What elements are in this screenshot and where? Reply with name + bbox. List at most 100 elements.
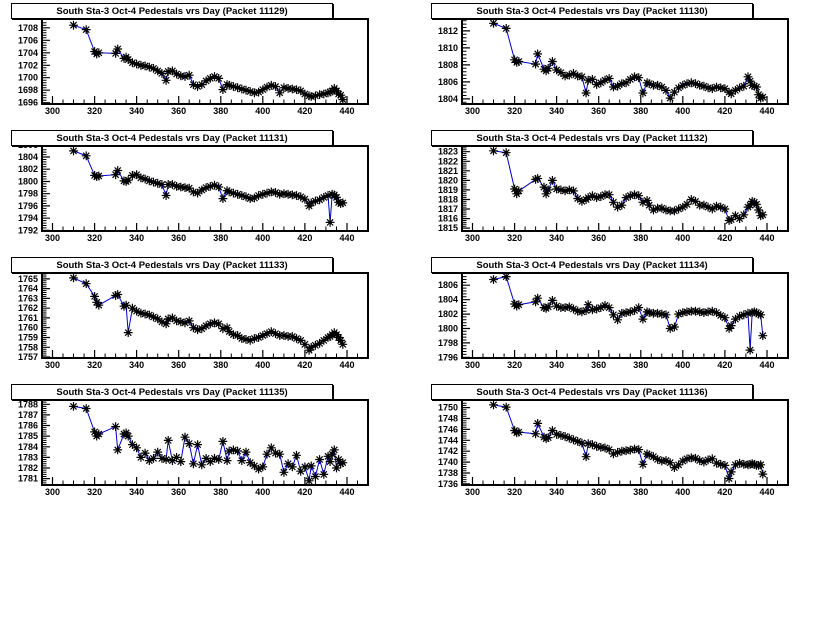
x-tick-label: 380 [213,106,228,116]
chart-title: South Sta-3 Oct-4 Pedestals vrs Day (Pac… [476,259,708,271]
plot-frame [41,399,369,486]
y-tick-label: 1786 [18,421,38,431]
y-tick-label: 1763 [18,293,38,303]
y-tick-label: 1708 [18,23,38,33]
y-tick-label: 1750 [438,403,458,413]
plot-frame [41,18,369,105]
plot-frame [461,399,789,486]
chart-packet-11134: 300 320 340 360 380 400 420 440 1796 1798 1800 1802… [438,266,789,370]
y-tick-label: 1706 [18,35,38,45]
pad-packet-11131: 300 320 340 360 380 400 420 440 1792 1794 1796 1798… [0,127,420,254]
y-tick-label: 1788 [18,399,38,409]
data-markers [489,18,768,103]
x-tick-label: 380 [213,360,228,370]
x-tick-label: 360 [171,233,186,243]
x-tick-label: 420 [297,233,312,243]
x-tick-label: 320 [87,487,102,497]
x-tick-label: 340 [549,106,564,116]
y-tick-label: 1792 [18,225,38,235]
x-tick-label: 360 [591,360,606,370]
chart-title-box: South Sta-3 Oct-4 Pedestals vrs Day (Pac… [11,3,333,19]
x-tick-label: 340 [549,360,564,370]
pad-packet-11134: 300 320 340 360 380 400 420 440 1796 1798 1800 1802… [420,254,840,381]
y-tick-label: 1785 [18,431,38,441]
y-tick-label: 1746 [438,424,458,434]
x-tick-label: 300 [465,360,480,370]
y-tick-label: 1806 [438,77,458,87]
y-tick-label: 1816 [438,214,458,224]
y-tick-label: 1761 [18,313,38,323]
x-tick-label: 320 [507,487,522,497]
x-tick-label: 300 [465,233,480,243]
minor-ticks [43,149,358,230]
x-tick-label: 380 [633,487,648,497]
data-markers [69,20,348,104]
y-tick-label: 1808 [438,60,458,70]
major-ticks [463,407,768,485]
x-tick-label: 440 [339,106,354,116]
chart-packet-11133: 300 320 340 360 380 400 420 440 1757175817591760… [18,272,369,370]
y-tick-label: 1823 [438,147,458,157]
x-tick-label: 320 [507,106,522,116]
y-tick-label: 1784 [18,442,38,452]
chart-title: South Sta-3 Oct-4 Pedestals vrs Day (Pac… [56,5,288,17]
y-tick-label: 1800 [438,324,458,334]
x-tick-label: 360 [591,106,606,116]
x-tick-label: 380 [213,233,228,243]
y-tick-label: 1819 [438,185,458,195]
x-tick-label: 440 [339,360,354,370]
chart-title-box: South Sta-3 Oct-4 Pedestals vrs Day (Pac… [11,130,333,146]
chart-packet-11130: 300 320 340 360 380 400 420 440 1804 1806 1808 1810… [438,18,789,116]
plot-frame [41,145,369,232]
x-tick-label: 420 [297,487,312,497]
y-tick-label: 1798 [18,189,38,199]
x-tick-label: 300 [45,487,60,497]
x-tick-label: 380 [213,487,228,497]
x-tick-label: 300 [45,360,60,370]
x-tick-label: 380 [633,106,648,116]
y-tick-label: 1781 [18,474,38,484]
x-tick-label: 340 [129,487,144,497]
x-tick-label: 360 [591,233,606,243]
x-tick-label: 300 [45,233,60,243]
major-ticks [463,151,768,230]
data-markers [489,400,768,483]
x-tick-label: 400 [675,487,690,497]
minor-ticks [43,274,358,357]
minor-ticks [463,402,778,484]
x-tick-label: 380 [633,360,648,370]
y-tick-label: 1815 [438,223,458,233]
x-tick-label: 300 [465,487,480,497]
x-tick-label: 380 [633,233,648,243]
x-tick-label: 400 [675,233,690,243]
y-tick-label: 1744 [438,435,458,445]
x-tick-label: 300 [465,106,480,116]
y-tick-label: 1806 [438,280,458,290]
x-tick-label: 440 [759,487,774,497]
x-tick-label: 420 [717,106,732,116]
chart-packet-11135: 300 320 340 360 380 400 420 440 1781178217831784… [18,399,369,497]
chart-title: South Sta-3 Oct-4 Pedestals vrs Day (Pac… [476,132,708,144]
chart-title: South Sta-3 Oct-4 Pedestals vrs Day (Pac… [56,132,288,144]
y-tick-label: 1740 [438,457,458,467]
y-tick-label: 1782 [18,463,38,473]
pad-packet-11135: 300 320 340 360 380 400 420 440 1781 1782 1783 1784… [0,381,420,508]
y-tick-label: 1738 [438,468,458,478]
x-tick-label: 420 [297,360,312,370]
y-tick-label: 1759 [18,333,38,343]
y-tick-label: 1796 [438,352,458,362]
chart-title: South Sta-3 Oct-4 Pedestals vrs Day (Pac… [56,259,288,271]
y-tick-label: 1817 [438,204,458,214]
plot-frame [461,18,789,105]
x-tick-label: 320 [87,106,102,116]
y-tick-label: 1748 [438,414,458,424]
y-tick-label: 1820 [438,175,458,185]
chart-title-box: South Sta-3 Oct-4 Pedestals vrs Day (Pac… [431,3,753,19]
x-tick-label: 420 [717,487,732,497]
x-tick-label: 400 [675,106,690,116]
y-tick-label: 1783 [18,452,38,462]
x-tick-label: 440 [339,233,354,243]
minor-ticks [43,22,358,103]
data-line [493,150,763,222]
plot-frame [461,145,789,232]
